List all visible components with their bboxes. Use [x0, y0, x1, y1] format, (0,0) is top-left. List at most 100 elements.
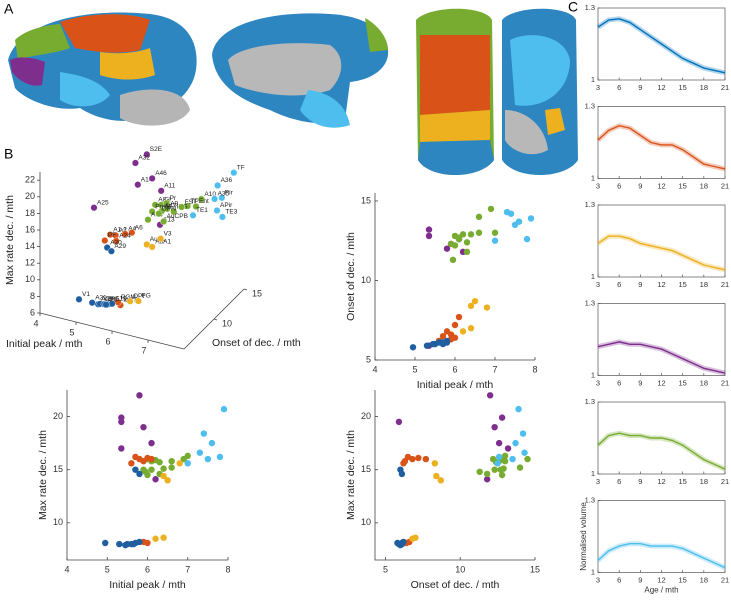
- point: [398, 470, 406, 478]
- point: [475, 213, 483, 221]
- y-tick-label: 1: [591, 272, 595, 281]
- x-tick-label: 21: [721, 575, 729, 584]
- point: [112, 237, 120, 245]
- point: [495, 453, 503, 461]
- point: [447, 240, 455, 248]
- point-label: TE3: [225, 209, 237, 216]
- panel-label: B: [4, 146, 13, 162]
- y-tick-label: 1.3: [585, 495, 595, 504]
- x-tick-label: 15: [678, 477, 686, 486]
- x-tick-label: 6: [617, 477, 621, 486]
- z-tick-label: 15: [252, 288, 262, 298]
- point: [128, 460, 135, 467]
- point: [132, 466, 139, 473]
- point: [495, 439, 503, 447]
- point: [144, 216, 152, 224]
- plot-frame: [597, 303, 726, 376]
- y-tick-label: 1: [591, 469, 595, 478]
- x-tick-label: 6: [452, 364, 457, 374]
- x-tick-label: 18: [700, 378, 708, 387]
- point: [168, 464, 175, 471]
- x-tick-label: 7: [141, 345, 146, 355]
- x-tick-label: 7: [492, 364, 497, 374]
- point-label: OPAl: [162, 205, 177, 212]
- x-tick-label: 6: [617, 378, 621, 387]
- point: [136, 538, 143, 546]
- y-tick-label: 6: [30, 307, 35, 317]
- point-label: PG: [141, 293, 150, 300]
- point: [501, 452, 509, 460]
- point: [491, 466, 498, 473]
- x-tick-label: 15: [530, 564, 540, 574]
- point: [449, 256, 457, 263]
- point-label: PE: [111, 296, 120, 303]
- x-axis-label: Initial peak / mth: [417, 379, 494, 391]
- brain-region: [60, 72, 110, 107]
- z-tick: [213, 318, 218, 321]
- point-label: A32: [138, 155, 150, 162]
- panel-label: A: [4, 1, 14, 17]
- x-axis-label: Age / mth: [644, 586, 678, 595]
- x-axis-label: Onset of dec. / mth: [411, 579, 500, 591]
- point-label: A30: [110, 239, 122, 246]
- point: [184, 460, 191, 467]
- point: [437, 477, 444, 484]
- x-tick-label: 18: [700, 280, 708, 289]
- point: [211, 195, 219, 203]
- y-tick-label: 5: [366, 354, 371, 364]
- point: [398, 540, 406, 548]
- point: [176, 460, 183, 467]
- brain-region: [545, 108, 565, 135]
- point-label: A25: [97, 199, 109, 206]
- point: [155, 210, 163, 218]
- point: [90, 204, 98, 212]
- x-tick-label: 6: [617, 575, 621, 584]
- point: [131, 159, 139, 167]
- point: [437, 339, 445, 346]
- y-tick-label: 10: [53, 517, 63, 527]
- x-tick-label: 12: [657, 477, 665, 486]
- curve: [597, 124, 726, 170]
- point-label: A13: [163, 216, 175, 223]
- x-tick-label: 12: [657, 181, 665, 190]
- y-tick-label: 15: [361, 195, 371, 205]
- point: [168, 457, 175, 465]
- point: [447, 331, 455, 338]
- curve: [597, 543, 726, 569]
- point-label: AuA1: [155, 239, 171, 246]
- brain-renderings: [8, 8, 578, 175]
- curve: [597, 341, 726, 374]
- point: [483, 470, 491, 478]
- point-label: A8: [158, 197, 166, 204]
- x-tick-label: 21: [721, 83, 729, 92]
- point: [451, 321, 459, 329]
- point: [463, 248, 471, 256]
- x-tick-label: 12: [657, 280, 665, 289]
- x-tick-label: 5: [69, 327, 74, 337]
- medial-wall: [228, 43, 342, 96]
- point: [425, 232, 433, 240]
- y-tick-label: 8: [30, 291, 35, 301]
- point-label: TPro: [191, 198, 205, 205]
- point: [144, 471, 151, 479]
- point-label: A19: [115, 295, 127, 302]
- point: [230, 169, 238, 177]
- point: [511, 221, 519, 229]
- x-tick-label: 6: [617, 83, 621, 92]
- point: [157, 187, 165, 195]
- curve: [597, 432, 726, 470]
- point: [192, 203, 200, 211]
- y-tick-label: 10: [361, 517, 371, 527]
- y-tick-label: 16: [25, 224, 35, 234]
- y-tick-label: 18: [25, 208, 35, 218]
- point: [160, 465, 167, 472]
- point: [443, 245, 451, 252]
- brain-region: [300, 90, 350, 128]
- point-label: V2: [103, 296, 111, 303]
- point-label: A1-2: [113, 226, 127, 233]
- point-label: A23: [101, 296, 113, 303]
- curve-band: [596, 123, 726, 172]
- x-tick-label: 5: [383, 564, 388, 574]
- x-tick-label: 18: [700, 83, 708, 92]
- point: [160, 218, 168, 226]
